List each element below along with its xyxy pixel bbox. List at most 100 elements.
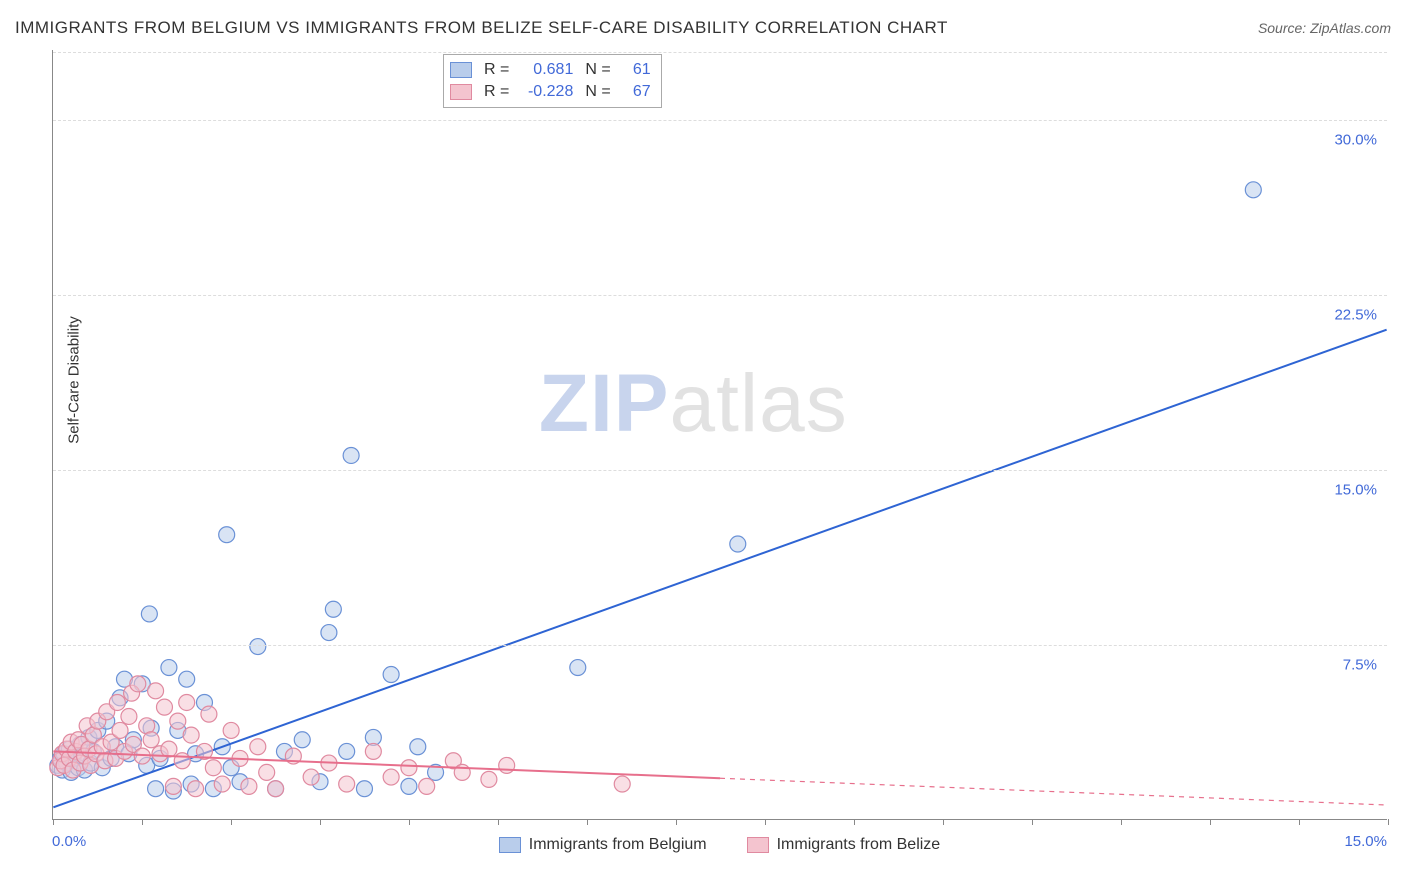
gridline-h	[53, 120, 1387, 121]
belize-r-value: -0.228	[521, 83, 573, 101]
belize-point	[174, 753, 190, 769]
x-tick-mark	[231, 819, 232, 825]
correlation-legend-row: R =-0.228N =67	[450, 81, 651, 103]
belgium-point	[339, 743, 355, 759]
y-tick-label: 30.0%	[1334, 132, 1377, 149]
belize-point	[241, 778, 257, 794]
x-tick-mark	[53, 819, 54, 825]
belgium-point	[1245, 182, 1261, 198]
belize-point	[365, 743, 381, 759]
belgium-point	[383, 667, 399, 683]
belize-point	[121, 708, 137, 724]
belize-point	[201, 706, 217, 722]
x-tick-mark	[1210, 819, 1211, 825]
n-label: N =	[585, 83, 610, 101]
belgium-swatch	[499, 837, 521, 853]
belize-point	[303, 769, 319, 785]
belize-point	[109, 694, 125, 710]
belgium-point	[401, 778, 417, 794]
source-prefix: Source:	[1258, 20, 1310, 36]
belize-point	[268, 781, 284, 797]
belize-swatch	[450, 84, 472, 100]
source-credit: Source: ZipAtlas.com	[1258, 20, 1391, 36]
belgium-point	[410, 739, 426, 755]
belgium-point	[161, 660, 177, 676]
belize-point	[481, 771, 497, 787]
belize-swatch	[747, 837, 769, 853]
x-tick-mark	[320, 819, 321, 825]
chart-header: IMMIGRANTS FROM BELGIUM VS IMMIGRANTS FR…	[15, 18, 1391, 38]
correlation-legend: R =0.681N =61R =-0.228N =67	[443, 54, 662, 108]
x-tick-mark	[854, 819, 855, 825]
x-tick-mark	[1121, 819, 1122, 825]
y-tick-label: 15.0%	[1334, 482, 1377, 499]
x-tick-mark	[409, 819, 410, 825]
belgium-trendline	[53, 330, 1386, 808]
belgium-point	[321, 625, 337, 641]
n-label: N =	[585, 61, 610, 79]
belize-point	[401, 760, 417, 776]
belgium-point	[148, 781, 164, 797]
y-tick-label: 7.5%	[1343, 657, 1377, 674]
belgium-point	[325, 601, 341, 617]
belize-point	[183, 727, 199, 743]
belize-point	[165, 778, 181, 794]
x-tick-mark	[943, 819, 944, 825]
belize-point	[383, 769, 399, 785]
belize-point	[250, 739, 266, 755]
belgium-point	[343, 447, 359, 463]
r-label: R =	[484, 83, 509, 101]
belize-point	[614, 776, 630, 792]
x-tick-mark	[587, 819, 588, 825]
belize-point	[156, 699, 172, 715]
belize-point	[112, 722, 128, 738]
belize-point	[223, 722, 239, 738]
x-tick-mark	[1032, 819, 1033, 825]
belgium-swatch	[450, 62, 472, 78]
belgium-point	[294, 732, 310, 748]
series-legend-item: Immigrants from Belize	[747, 836, 941, 854]
series-legend-item: Immigrants from Belgium	[499, 836, 707, 854]
belgium-legend-label: Immigrants from Belgium	[529, 836, 707, 854]
scatter-svg	[53, 50, 1387, 819]
gridline-h	[53, 295, 1387, 296]
belize-point	[259, 764, 275, 780]
belize-legend-label: Immigrants from Belize	[777, 836, 941, 854]
belize-point	[130, 676, 146, 692]
x-tick-mark	[498, 819, 499, 825]
x-end-label: 15.0%	[1344, 833, 1387, 850]
belize-point	[148, 683, 164, 699]
y-tick-label: 22.5%	[1334, 307, 1377, 324]
belize-point	[170, 713, 186, 729]
x-origin-label: 0.0%	[52, 833, 86, 850]
x-tick-mark	[765, 819, 766, 825]
source-name: ZipAtlas.com	[1310, 20, 1391, 36]
belize-point	[339, 776, 355, 792]
x-tick-mark	[142, 819, 143, 825]
belize-point	[205, 760, 221, 776]
belgium-point	[219, 527, 235, 543]
correlation-legend-row: R = 0.681 N = 61	[450, 59, 651, 81]
x-tick-mark	[1299, 819, 1300, 825]
gridline-h	[53, 470, 1387, 471]
belgium-point	[356, 781, 372, 797]
belgium-point	[141, 606, 157, 622]
chart-title: IMMIGRANTS FROM BELGIUM VS IMMIGRANTS FR…	[15, 18, 948, 38]
belgium-point	[570, 660, 586, 676]
x-tick-mark	[676, 819, 677, 825]
belize-point	[214, 776, 230, 792]
gridline-h	[53, 645, 1387, 646]
plot-area: ZIPatlas 7.5%15.0%22.5%30.0%	[52, 50, 1387, 820]
belize-point	[499, 757, 515, 773]
gridline-h	[53, 52, 1387, 53]
belgium-n-value: 61	[623, 61, 651, 79]
series-legend: Immigrants from Belgium Immigrants from B…	[52, 836, 1387, 854]
belize-point	[188, 781, 204, 797]
r-label: R =	[484, 61, 509, 79]
belgium-point	[179, 671, 195, 687]
belize-point	[179, 694, 195, 710]
belgium-r-value: 0.681	[521, 61, 573, 79]
belize-point	[143, 732, 159, 748]
belgium-point	[730, 536, 746, 552]
belize-point	[419, 778, 435, 794]
